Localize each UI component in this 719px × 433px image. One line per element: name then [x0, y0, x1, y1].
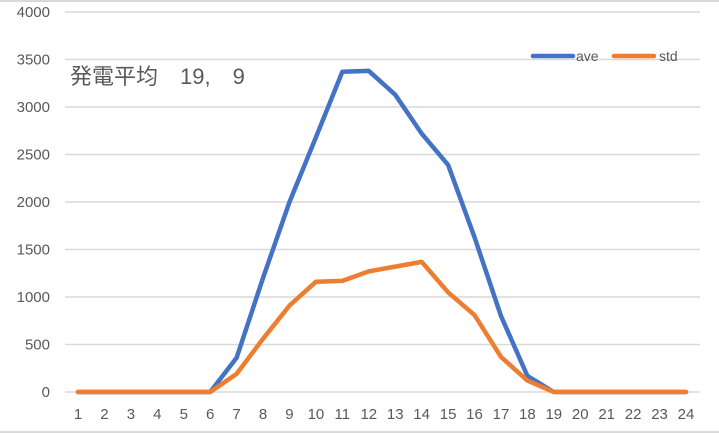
legend: ave std	[530, 48, 678, 64]
x-tick-label: 14	[413, 406, 430, 423]
x-tick-label: 22	[625, 406, 642, 423]
series-line-std	[75, 259, 689, 395]
x-tick-label: 2	[100, 406, 108, 423]
y-tick-label: 2500	[17, 147, 50, 164]
x-tick-label: 15	[440, 406, 457, 423]
x-tick-label: 4	[153, 406, 161, 423]
x-tick-label: 11	[335, 406, 351, 423]
x-tick-label: 18	[519, 406, 536, 423]
x-tick-label: 16	[466, 406, 483, 423]
x-tick-label: 8	[259, 406, 267, 423]
y-tick-label: 4000	[17, 4, 50, 21]
x-tick-label: 13	[387, 406, 404, 423]
y-axis-labels: 0 500 1000 1500 2000 2500 3000 3500 4000	[17, 4, 50, 401]
x-tick-label: 6	[206, 406, 214, 423]
y-tick-label: 3500	[17, 52, 50, 69]
x-tick-label: 20	[572, 406, 589, 423]
y-tick-label: 500	[25, 337, 50, 354]
y-tick-label: 1500	[17, 242, 50, 259]
series-lines	[75, 68, 689, 395]
y-tick-label: 2000	[17, 194, 50, 211]
x-tick-label: 10	[308, 406, 325, 423]
top-border	[0, 0, 719, 2]
x-tick-label: 24	[678, 406, 695, 423]
legend-label-ave: ave	[576, 48, 599, 64]
y-tick-label: 1000	[17, 289, 50, 306]
x-tick-label: 21	[598, 406, 615, 423]
gridlines	[65, 11, 700, 393]
x-tick-label: 19	[545, 406, 562, 423]
y-tick-label: 0	[42, 384, 50, 401]
x-tick-label: 12	[360, 406, 377, 423]
x-axis-labels: 1 2 3 4 5 6 7 8 9 10 11 12 13 14 15 16 17 18 19 20 21 22 23 24	[74, 406, 695, 423]
chart-title: 発電平均 19, 9	[70, 64, 245, 89]
x-tick-label: 3	[127, 406, 135, 423]
x-tick-label: 17	[493, 406, 510, 423]
x-tick-label: 1	[74, 406, 82, 423]
legend-label-std: std	[659, 48, 678, 64]
y-tick-label: 3000	[17, 99, 50, 116]
x-tick-label: 9	[285, 406, 293, 423]
x-tick-label: 5	[180, 406, 188, 423]
x-tick-label: 23	[651, 406, 668, 423]
x-tick-label: 7	[232, 406, 240, 423]
